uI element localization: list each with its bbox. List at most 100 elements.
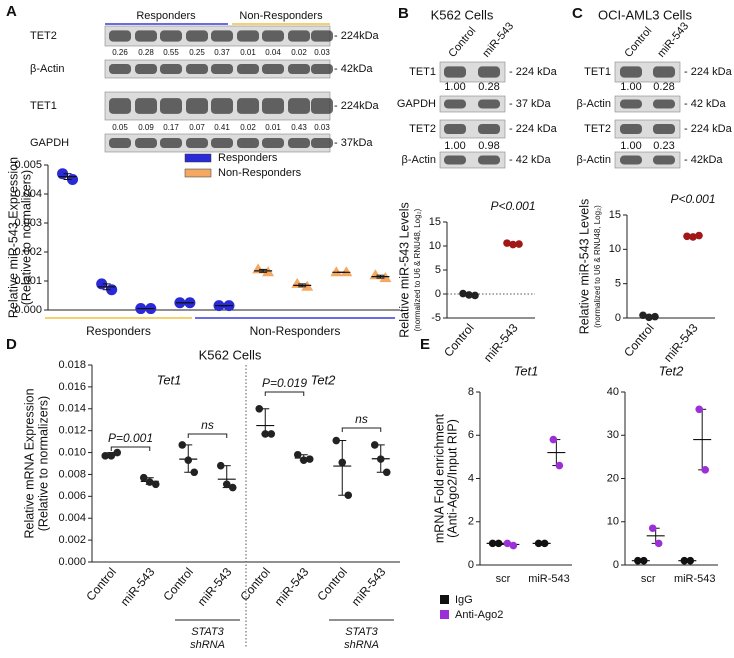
point [654,539,663,548]
blot-band [160,63,182,75]
y-tick-label: 20 [607,472,619,484]
blot-band [311,63,333,75]
y-tick-label: 0 [615,312,621,324]
row-label: GAPDH [30,137,69,149]
point [503,539,512,548]
legend-label: IgG [455,594,473,606]
point [471,291,479,300]
point [459,289,467,298]
x-tick-label: miR-543 [528,573,570,585]
band-value: 0.37 [214,48,230,57]
blot-band [262,30,284,42]
group-label: Tet2 [311,372,337,387]
lane-label: miR-543 [480,20,516,60]
y-tick-label: 10 [429,240,441,252]
point [178,441,187,449]
y-tick-label: 4 [468,472,474,484]
y-tick-label: 6 [468,429,474,441]
row-label: TET1 [30,100,57,112]
point [689,233,697,241]
group-label: Responders [86,324,151,338]
y-tick-label: 8 [468,386,474,398]
blot-band [653,123,675,135]
y-tick-label: 0.003 [14,217,42,229]
blot-band [478,66,500,78]
band-value: 0.26 [112,48,128,57]
point [555,461,564,470]
panel-title: OCI-AML3 Cells [598,7,692,22]
x-tick-label: scr [496,573,511,585]
legend-swatch [440,610,449,619]
y-axis-label: (Anti-Ago2/Input RIP) [445,419,459,538]
group-label: Non-Responders [250,324,341,338]
blot-band [160,98,182,114]
annotation: ns [201,418,214,432]
blot-band [211,98,233,114]
legend-swatch [184,153,212,163]
point [382,468,391,477]
blot-band [653,99,675,109]
blot-band [160,137,182,149]
y-tick-label: 5 [435,264,441,276]
point [503,239,511,247]
point [509,240,517,249]
blot-band [237,137,259,149]
x-tick-label: Control [237,565,273,604]
y-tick-label: 0.000 [14,304,42,316]
group-label: Non-Responders [239,10,323,22]
y-axis-label: (normalized to U6 & RNU48, Log₂) [413,208,422,331]
point [145,478,154,486]
point [228,483,237,492]
blot-band [135,63,157,75]
y-tick-label: 0.001 [14,275,42,287]
y-axis-label: Relative mRNA Expression [22,388,36,538]
annotation: P<0.001 [670,192,715,206]
point [267,430,276,438]
band-value: 0.55 [163,48,179,57]
y-tick-label: 0.010 [58,446,86,458]
blot-band [237,30,259,42]
blot-band [211,63,233,75]
row-label: β-Actin [577,98,611,110]
blot-band [444,66,466,78]
blot-band [109,98,131,114]
point [261,430,270,438]
group-label: Responders [136,10,196,22]
panel-label: B [398,5,409,22]
annotation: P<0.001 [490,199,535,213]
point [255,404,264,413]
point [645,313,653,322]
band-value: 0.03 [314,48,330,57]
y-tick-label: 0.004 [58,512,86,524]
y-tick-label: 2 [468,516,474,528]
blot-band [262,63,284,75]
size-label: - 37kDa [334,137,373,149]
band-value: 0.28 [138,48,154,57]
x-tick-label: Control [441,321,477,360]
size-label: - 42kDa [334,63,373,75]
panel-label: C [572,5,583,22]
blot-band [444,155,466,165]
band-value: 0.28 [478,81,499,93]
point [184,456,193,465]
x-tick-label: miR-543 [481,321,521,365]
blot-band [478,155,500,165]
band-value: 0.07 [189,123,205,132]
point [695,405,703,414]
blot-band [237,63,259,75]
y-tick-label: 0.014 [58,403,86,415]
point [376,455,385,463]
row-label: TET1 [409,66,436,78]
point [695,231,703,240]
point [305,455,314,463]
band-value: 0.98 [478,140,499,152]
point [509,541,518,550]
y-tick-label: 0.012 [58,425,86,437]
blot-band [653,66,675,78]
blot-band [135,137,157,149]
point [549,435,558,444]
point [299,456,308,465]
row-label: TET2 [30,30,57,42]
blot-band [620,123,642,135]
y-axis-label: (normalized to U6 & RNU48, Log₂) [593,205,602,328]
